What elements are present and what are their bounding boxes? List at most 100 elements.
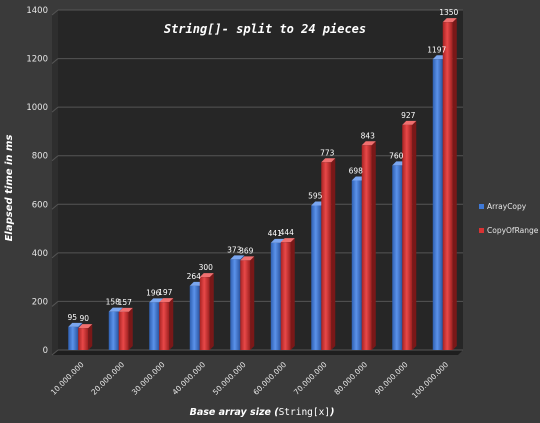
bars — [68, 18, 457, 351]
legend-label-arraycopy: ArrayCopy — [487, 202, 527, 211]
x-tick-label: 80.000.000 — [332, 360, 369, 397]
copyofrange-bar-60-000-000-top — [280, 238, 295, 243]
data-label: 264 — [187, 272, 202, 281]
data-label: 95 — [67, 313, 77, 322]
copyofrange-bar-40-000-000-side — [209, 273, 214, 350]
y-tick-label: 200 — [32, 297, 48, 307]
y-tick-label: 1200 — [26, 55, 48, 65]
gridline-side-600 — [51, 203, 59, 210]
gridline-side-400 — [51, 252, 59, 259]
copyofrange-bar-100-000-000-side — [452, 18, 457, 351]
gridline-side-200 — [51, 301, 59, 307]
gridline-side-1000 — [51, 106, 59, 113]
copyofrange-bar-50-000-000-side — [250, 256, 255, 350]
copyofrange-bar-60-000-000-side — [290, 238, 295, 350]
x-axis-title: Base array size (String[x]) — [190, 407, 335, 418]
x-axis-title-code: String[x] — [279, 407, 330, 418]
copyofrange-bar-30-000-000 — [159, 298, 174, 350]
gridline-side-0 — [51, 349, 59, 356]
y-tick-label: 1000 — [26, 103, 48, 113]
data-label: 698 — [349, 166, 364, 175]
arraycopy-bar-90-000-000-front — [392, 165, 403, 350]
data-label: 1197 — [427, 45, 446, 54]
arraycopy-bar-20-000-000-top — [108, 307, 123, 312]
data-label: 444 — [280, 228, 295, 237]
y-axis: 0 200 400 600 800 1000 1200 1400 — [26, 6, 48, 356]
copyofrange-bar-100-000-000-top — [442, 18, 457, 23]
copyofrange-bar-60-000-000 — [280, 238, 295, 350]
data-label: 1350 — [439, 8, 458, 17]
copyofrange-bar-50-000-000 — [240, 256, 255, 350]
copyofrange-bar-10-000-000 — [78, 324, 93, 350]
copyofrange-bar-20-000-000 — [118, 307, 133, 350]
y-tick-label: 800 — [32, 152, 48, 162]
data-label: 196 — [146, 288, 161, 297]
copyofrange-bar-90-000-000-side — [412, 120, 417, 350]
copyofrange-bar-60-000-000-front — [280, 242, 291, 350]
arraycopy-bar-20-000-000-front — [108, 311, 119, 350]
arraycopy-bar-10-000-000-front — [68, 326, 79, 350]
copyofrange-bar-30-000-000-front — [159, 302, 170, 350]
arraycopy-bar-50-000-000-top — [230, 255, 245, 260]
copyofrange-bar-90-000-000-top — [402, 120, 417, 125]
copyofrange-bar-50-000-000-front — [240, 260, 251, 350]
copyofrange-bar-80-000-000-top — [361, 141, 376, 146]
copyofrange-bar-40-000-000-top — [199, 273, 214, 278]
data-label: 300 — [199, 263, 214, 272]
y-tick-label: 400 — [32, 249, 48, 259]
x-tick-label: 70.000.000 — [292, 360, 329, 397]
x-tick-label: 40.000.000 — [170, 360, 207, 397]
x-axis: 10.000.000 20.000.000 30.000.000 40.000.000… — [49, 360, 450, 400]
copyofrange-bar-70-000-000-front — [321, 162, 332, 350]
y-tick-label: 600 — [32, 200, 48, 210]
x-axis-title-suffix: ) — [329, 407, 334, 418]
data-label: 927 — [401, 111, 416, 120]
x-tick-label: 10.000.000 — [49, 360, 86, 397]
chart-title: String[]- split to 24 pieces — [164, 22, 366, 36]
copyofrange-bar-30-000-000-top — [159, 298, 174, 303]
data-label: 843 — [361, 131, 376, 140]
data-label: 369 — [239, 246, 254, 255]
copyofrange-bar-100-000-000-front — [442, 22, 453, 351]
copyofrange-bar-10-000-000-top — [78, 324, 93, 329]
arraycopy-bar-30-000-000-front — [149, 302, 160, 350]
arraycopy-bar-60-000-000-front — [270, 242, 281, 350]
copyofrange-bar-30-000-000-side — [169, 298, 174, 350]
gridline-side-800 — [51, 155, 59, 162]
data-label: 157 — [118, 298, 133, 307]
legend-item-copyofrange: CopyOfRange — [479, 226, 539, 235]
copyofrange-bar-80-000-000-front — [361, 145, 372, 350]
copyofrange-bar-80-000-000 — [361, 141, 376, 350]
gridline-side-1400 — [51, 9, 59, 16]
plot-floor — [52, 350, 463, 355]
copyofrange-bar-20-000-000-side — [128, 307, 133, 350]
data-label: 760 — [389, 151, 404, 160]
copyofrange-bar-10-000-000-front — [78, 328, 89, 350]
data-label: 595 — [308, 192, 323, 201]
data-label: 197 — [158, 288, 173, 297]
copyofrange-bar-50-000-000-top — [240, 256, 255, 261]
copyofrange-bar-90-000-000 — [402, 120, 417, 350]
copyofrange-bar-100-000-000 — [442, 18, 457, 351]
copyofrange-bar-40-000-000 — [199, 273, 214, 350]
legend-label-copyofrange: CopyOfRange — [487, 226, 539, 235]
copyofrange-bar-70-000-000-side — [331, 158, 336, 350]
copyofrange-bar-70-000-000-top — [321, 158, 336, 163]
data-label: 441 — [268, 229, 283, 238]
arraycopy-bar-30-000-000-top — [149, 298, 164, 303]
x-tick-label: 30.000.000 — [130, 360, 167, 397]
data-label: 373 — [227, 245, 242, 254]
copyofrange-bar-10-000-000-side — [88, 324, 93, 350]
y-axis-title: Elapsed time in ms — [4, 135, 15, 242]
x-axis-title-prefix: Base array size ( — [190, 407, 280, 418]
gridline-side-1200 — [51, 58, 59, 64]
y-tick-label: 0 — [43, 346, 48, 356]
data-label: 773 — [320, 148, 335, 157]
data-label: 158 — [106, 298, 121, 307]
copyofrange-bar-20-000-000-front — [118, 311, 129, 350]
legend-item-arraycopy: ArrayCopy — [479, 202, 527, 211]
legend-swatch-copyofrange — [479, 228, 484, 233]
legend-swatch-arraycopy — [479, 204, 484, 209]
